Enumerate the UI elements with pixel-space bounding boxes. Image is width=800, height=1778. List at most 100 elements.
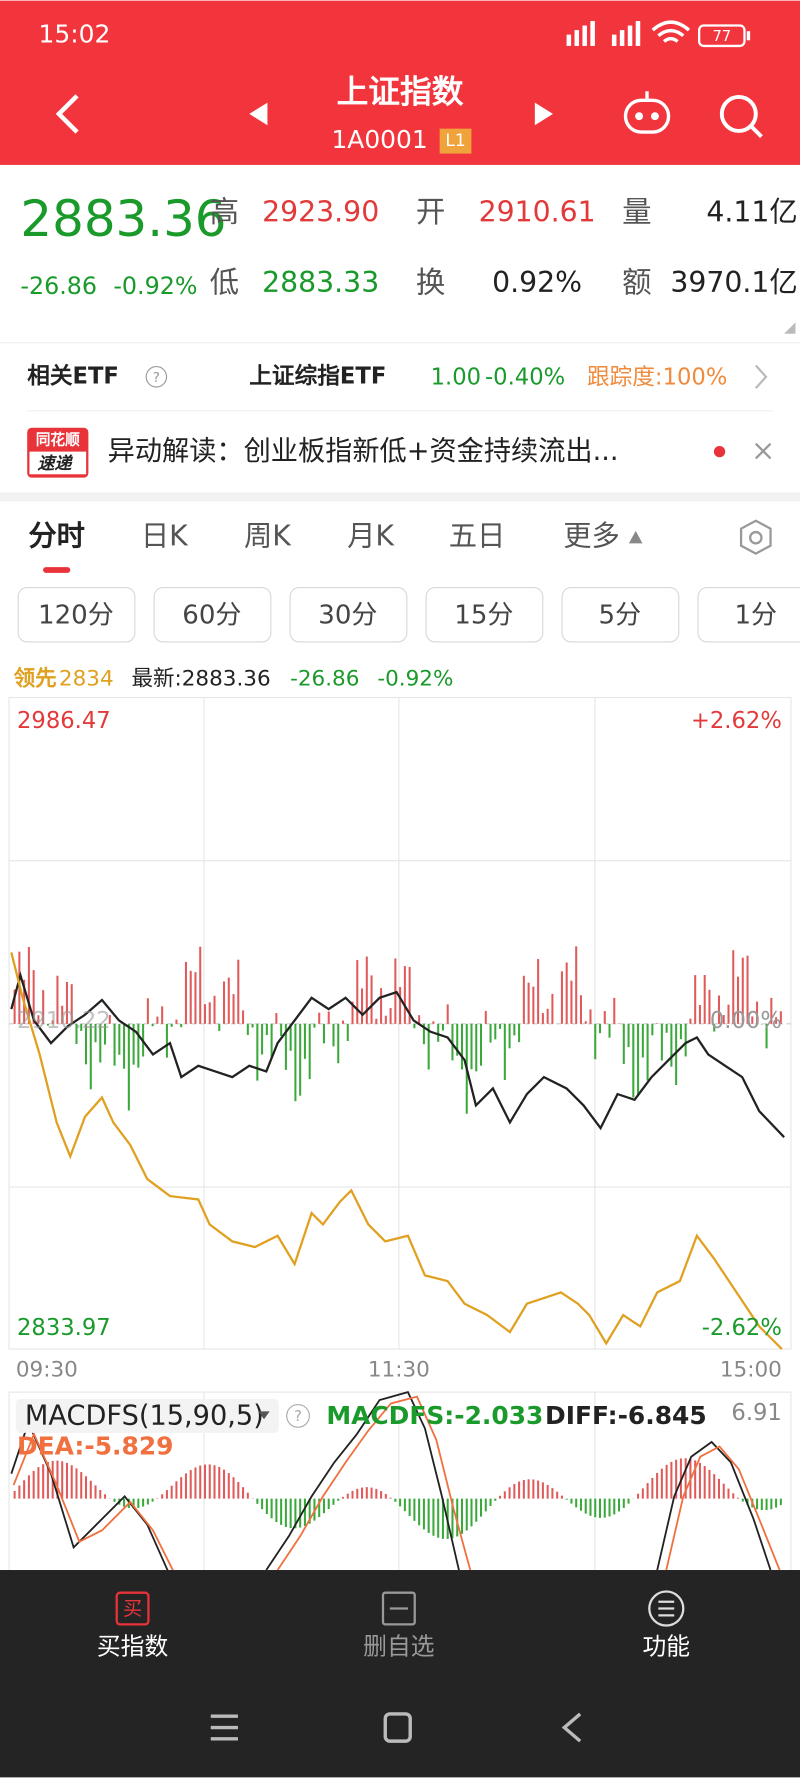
menu-key[interactable] [210,1714,238,1741]
period-button[interactable] [561,587,680,643]
last-price: 2883.36 [20,190,226,248]
macd-bar [770,1498,773,1510]
volume-bar [132,1023,135,1065]
macd-bar [227,1473,230,1499]
macd-bar [422,1498,425,1530]
volume-bar [460,1023,464,1070]
volume-bar [722,1015,725,1024]
macd-bar [717,1478,720,1499]
nav-label[interactable]: 买指数 [97,1633,169,1661]
volume-bar [775,1017,778,1024]
period-button[interactable] [289,587,408,643]
volume-bar [446,1004,449,1024]
volume-bar [522,975,525,1024]
volume-bar [632,1023,635,1098]
back-key[interactable] [561,1712,582,1743]
macd-bar [46,1462,49,1499]
macd-bar [341,1496,345,1499]
etf-arrow[interactable] [754,364,768,389]
expand-corner[interactable] [784,322,796,334]
period-button[interactable] [153,587,272,643]
volume-bar [589,1009,592,1024]
macd-bar [537,1480,540,1499]
settings-icon[interactable] [739,519,772,555]
macd-bar [732,1493,735,1499]
robot-icon[interactable] [623,91,671,134]
chart-tab[interactable]: 月K [347,520,395,553]
close-news[interactable] [755,442,772,460]
period-button[interactable] [697,587,800,643]
chart-tab[interactable]: 日K [141,520,189,553]
dea-line [276,1395,472,1571]
volume-bar [184,961,187,1024]
volume-bar [413,1023,416,1029]
lead-line [10,952,783,1350]
volume-bar [80,1023,83,1031]
stat-label: 高 [210,195,239,229]
volume-bar [480,1023,483,1066]
header-bg [0,0,800,165]
macd-bar [456,1498,459,1537]
macd-bar [327,1498,330,1510]
nav-label[interactable]: 删自选 [363,1633,434,1661]
price-change: -26.86 [20,272,97,300]
etf-name[interactable]: 上证综指ETF [249,362,386,389]
volume-bar [127,1023,130,1111]
volume-bar [32,970,35,1024]
volume-bar [441,1023,444,1031]
bottom-bar [0,1570,800,1778]
macd-bar [275,1498,278,1523]
chart-tab[interactable]: 周K [244,520,292,553]
section-gap [0,492,800,502]
chart-tab[interactable]: 五日 [449,520,506,553]
period-button[interactable] [17,587,136,643]
volume-bar [727,1004,730,1024]
volume-bar [703,974,706,1024]
volume-bar [56,975,59,1024]
index-title: 上证指数 [337,75,464,111]
chart-tab[interactable]: 分时 [28,520,85,553]
prev-index[interactable] [249,102,268,126]
volume-bar [613,997,616,1024]
macd-bar [775,1498,778,1508]
volume-bar [513,1023,516,1036]
news-text[interactable]: 异动解读：创业板指新低+资金持续流出... [108,436,619,467]
next-index[interactable] [534,102,553,126]
search-icon[interactable] [719,94,763,138]
volume-bar [46,1023,49,1026]
volume-bar [322,1023,325,1044]
home-key[interactable] [383,1712,412,1743]
volume-bar [113,1023,116,1066]
volume-bar [499,1023,502,1029]
indicator-selector[interactable] [15,1398,279,1433]
macd-bar [65,1462,68,1499]
macd-bar [189,1470,192,1499]
help-icon[interactable] [145,366,168,388]
nav-label[interactable]: 功能 [642,1633,690,1661]
news-logo-bottom: 速递 [37,454,73,474]
volume-bar [741,957,744,1024]
macd-bar [418,1498,421,1526]
macd-bar [184,1473,187,1499]
macd-bar [337,1498,340,1501]
remove-icon [381,1591,416,1626]
volume-bar [584,1021,587,1024]
period-label: 15分 [454,600,513,630]
macd-bar [356,1488,359,1499]
volume-bar [370,975,373,1024]
volume-bar [313,1023,316,1028]
help-icon[interactable] [286,1404,310,1428]
volume-bar [284,1023,287,1070]
macd-bar [23,1480,26,1499]
back-button[interactable] [55,94,79,134]
volume-bar [651,1023,654,1036]
buy-icon [115,1591,150,1626]
period-button[interactable] [425,587,544,643]
volume-bar [218,1023,221,1031]
macd-bar [494,1498,497,1501]
macd-bar [318,1498,321,1518]
volume-bar [546,1008,549,1024]
period-label: 30分 [318,600,377,630]
chart-tab[interactable]: 更多 [563,520,620,553]
volume-bar [427,1023,430,1070]
